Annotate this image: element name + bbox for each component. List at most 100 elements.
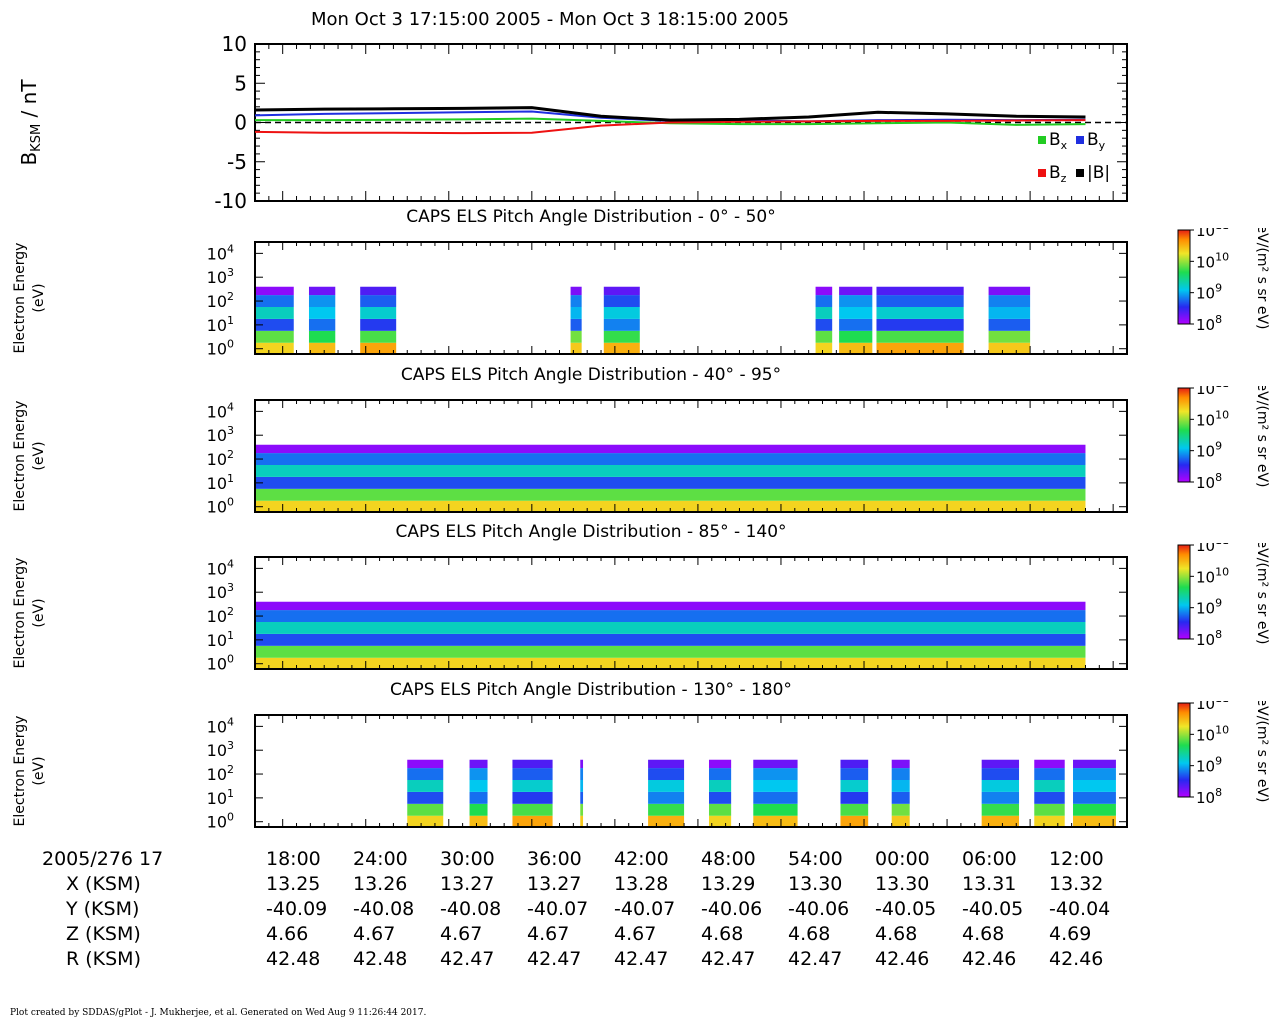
spectro-cell	[512, 768, 553, 781]
plot-footer: Plot created by SDDAS/gPlot - J. Mukherj…	[10, 1008, 427, 1018]
spectro-cell	[255, 601, 1086, 611]
plot-title: Mon Oct 3 17:15:00 2005 - Mon Oct 3 18:1…	[311, 9, 790, 30]
spectro-cell	[308, 330, 336, 343]
ephemeris-cell: 4.67	[353, 923, 396, 945]
ephemeris-cell: 13.31	[962, 873, 1017, 895]
energy-tick-label: 104	[207, 557, 234, 578]
energy-tick-label: 103	[207, 581, 234, 602]
spectro-cell	[840, 815, 869, 827]
colorbar-tick-label: 109	[1196, 282, 1222, 303]
energy-tick-label: 100	[207, 653, 234, 674]
spectro-cell	[753, 803, 798, 816]
spectro-cell	[603, 307, 640, 319]
ephemeris-cell: 36:00	[527, 848, 582, 870]
spectro-cell	[876, 286, 964, 296]
spectro-cell	[603, 286, 640, 296]
colorbar-unit-text: eV/(m² s sr eV)	[1254, 228, 1270, 329]
spectro-frame	[254, 241, 1128, 355]
ephemeris-cell: 00:00	[875, 848, 930, 870]
colorbar-label: DEF	[1168, 386, 1196, 388]
spectro-frame	[254, 399, 1128, 513]
colorbar	[1177, 229, 1191, 325]
energy-axis-title: Electron Energy	[12, 716, 28, 827]
ephemeris-cell: 13.28	[614, 873, 669, 895]
energy-axis-title: Electron Energy	[12, 401, 28, 512]
spectro-cell	[891, 815, 910, 827]
spectro-cell	[839, 330, 873, 343]
spectro-cell	[512, 791, 553, 804]
spectro-cell	[255, 295, 294, 308]
spectro-cell	[981, 791, 1020, 804]
spectro-cell	[708, 803, 732, 816]
spectro-cell	[360, 330, 397, 343]
spectro-cell	[469, 768, 488, 781]
spectro-cell	[570, 286, 582, 296]
spectro-cell	[1034, 791, 1065, 804]
spectro-cell	[570, 330, 582, 343]
colorbar-tick-label: 108	[1196, 313, 1222, 334]
colorbar-tick-label: 108	[1196, 786, 1222, 807]
energy-axis-unit: (eV)	[31, 598, 47, 627]
spectro-cell	[580, 803, 584, 816]
ephemeris-cell: 4.67	[440, 923, 483, 945]
spectro-cell	[255, 444, 1086, 454]
spectro-cell	[1034, 780, 1065, 792]
spectro-cell	[988, 330, 1031, 343]
energy-tick-label: 103	[207, 739, 234, 760]
spectro-cell	[891, 780, 910, 792]
energy-axis-unit: (eV)	[31, 283, 47, 312]
spectro-cell	[469, 791, 488, 804]
energy-tick-label: 102	[207, 763, 234, 784]
spectro-bg	[255, 242, 1127, 354]
energy-tick-label: 101	[207, 787, 234, 808]
spectro-cell	[469, 780, 488, 792]
spectro-cell	[255, 645, 1086, 658]
energy-axis-title: Electron Energy	[12, 558, 28, 669]
spectro-cell	[603, 295, 640, 308]
spectro-cell	[255, 342, 294, 354]
spectro-cell	[580, 815, 584, 827]
ephemeris-cell: 12:00	[1049, 848, 1104, 870]
energy-tick-label: 100	[207, 338, 234, 359]
spectro-cell	[753, 780, 798, 792]
spectro-cell	[580, 768, 584, 781]
energy-tick-label: 100	[207, 496, 234, 517]
colorbar-unit: eV/(m² s sr eV)	[1254, 543, 1270, 644]
spectro-cell	[753, 791, 798, 804]
colorbar-label: DEF	[1168, 701, 1196, 703]
y-tick-label: 0	[234, 111, 247, 135]
spectro-cell	[840, 791, 869, 804]
spectro-cell	[255, 610, 1086, 623]
spectro-cell	[255, 476, 1086, 489]
spectro-cell	[512, 780, 553, 792]
energy-axis-title: Electron Energy	[12, 243, 28, 354]
spectro-cell	[512, 815, 553, 827]
ephemeris-cell: 13.30	[788, 873, 843, 895]
spectro-cell	[255, 330, 294, 343]
ephemeris-cell: 13.25	[266, 873, 321, 895]
spectro-data	[255, 601, 1086, 669]
spectro-cell	[308, 318, 336, 331]
spectro-cell	[360, 286, 397, 296]
spectro-cell	[839, 286, 873, 296]
legend-swatch-bx	[1038, 136, 1046, 144]
legend-label-btot: |B|	[1087, 163, 1110, 183]
spectro-cell	[1073, 759, 1116, 769]
energy-tick-label: 103	[207, 266, 234, 287]
ephemeris-cell: -40.07	[614, 898, 676, 920]
spectro-cell	[988, 286, 1031, 296]
ephemeris-cell: 4.67	[527, 923, 570, 945]
ephemeris-table: 2005/276 17 18:00 24:00 30:00 36:00 42:00 48:0…	[0, 848, 1280, 973]
spectro-cell	[981, 759, 1020, 769]
spectro-cell	[815, 307, 833, 319]
ephemeris-cell: 42.46	[962, 948, 1017, 970]
spectro-cell	[1073, 791, 1116, 804]
ephemeris-cell: 4.68	[875, 923, 918, 945]
spectro-cell	[1034, 815, 1065, 827]
ephemeris-cell: 4.69	[1049, 923, 1092, 945]
ephemeris-cell: 30:00	[440, 848, 495, 870]
ephemeris-cell: 42.47	[701, 948, 756, 970]
colorbar-unit: eV/(m² s sr eV)	[1254, 228, 1270, 329]
